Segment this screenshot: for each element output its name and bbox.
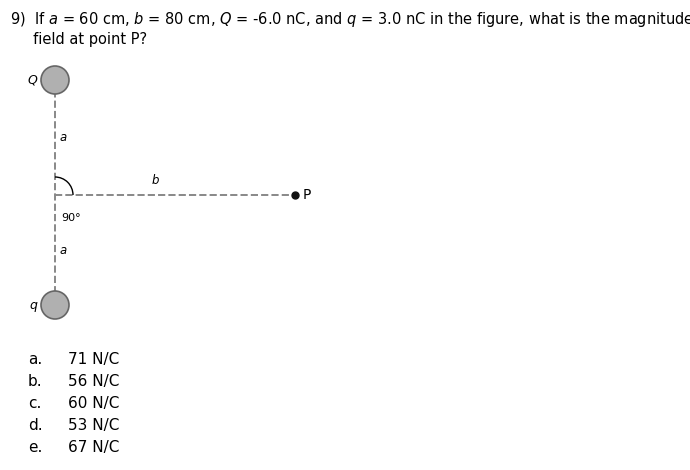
Circle shape <box>41 66 69 94</box>
Text: a: a <box>60 131 67 144</box>
Text: 90°: 90° <box>61 213 81 223</box>
Text: b: b <box>151 174 159 187</box>
Text: P: P <box>303 188 311 202</box>
Text: c.: c. <box>28 396 41 411</box>
Text: 53 N/C: 53 N/C <box>68 418 119 433</box>
Text: 60 N/C: 60 N/C <box>68 396 119 411</box>
Text: 56 N/C: 56 N/C <box>68 374 119 389</box>
Text: Q: Q <box>27 73 37 86</box>
Text: e.: e. <box>28 440 42 455</box>
Text: field at point P?: field at point P? <box>10 32 147 47</box>
Text: 71 N/C: 71 N/C <box>68 352 119 367</box>
Text: a.: a. <box>28 352 42 367</box>
Text: a: a <box>60 243 67 257</box>
Circle shape <box>41 291 69 319</box>
Text: 67 N/C: 67 N/C <box>68 440 119 455</box>
Text: d.: d. <box>28 418 43 433</box>
Text: q: q <box>29 298 37 312</box>
Text: 9)  If $a$ = 60 cm, $b$ = 80 cm, $Q$ = -6.0 nC, and $q$ = 3.0 nC in the figure, : 9) If $a$ = 60 cm, $b$ = 80 cm, $Q$ = -6… <box>10 10 690 29</box>
Text: b.: b. <box>28 374 43 389</box>
